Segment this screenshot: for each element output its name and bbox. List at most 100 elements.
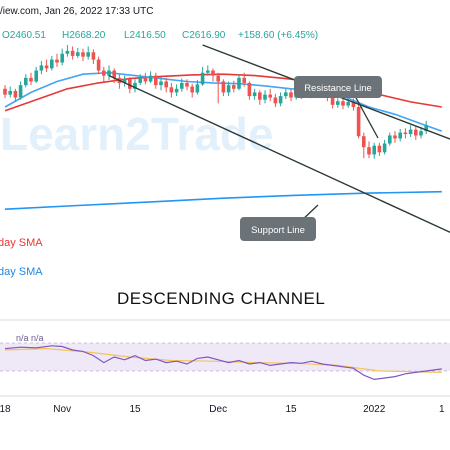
support-callout-box [240,217,316,241]
x-tick-label: 18 [0,404,11,415]
svg-text:Learn2Trade: Learn2Trade [0,108,274,160]
candle [263,90,267,104]
x-tick-label: Nov [53,404,71,415]
candle-body [174,88,179,93]
candle-body [398,132,402,139]
candle-body [341,101,345,106]
candle-body [96,59,101,71]
candle-body [346,101,350,106]
candle [39,61,44,75]
candle-body [258,92,262,100]
candle-body [128,79,132,89]
candle [388,132,392,146]
candle-body [138,77,142,83]
candle-body [55,59,59,63]
candle-body [356,107,361,137]
candle [247,81,252,100]
candle [55,53,59,67]
candle-body [91,52,96,60]
candle-body [252,92,257,97]
candle [414,126,418,140]
candle-body [362,136,366,148]
candle-body [154,75,158,86]
x-tick-label: 2022 [363,404,386,415]
ohlc-high: H2668.20 [62,30,106,41]
candle-body [367,147,371,155]
candle-body [81,52,85,57]
candle [372,142,376,159]
candle-body [195,84,200,93]
candle [96,56,101,75]
x-tick-label: 1 [439,404,445,415]
candle [200,66,205,86]
candle-body [60,53,64,63]
candle [258,90,262,105]
x-tick-label: 15 [129,404,141,415]
sma-blue-line [4,190,442,210]
candle-body [211,70,215,76]
candle-body [122,79,127,83]
candle [159,77,163,91]
channel-label: DESCENDING CHANNEL [117,289,325,308]
candle [341,99,345,110]
candle-body [39,65,44,71]
candle [195,80,200,95]
candle-body [232,85,236,89]
candle-body [278,96,283,104]
candle-body [372,145,376,155]
candle-body [237,77,241,89]
candle-body [164,81,168,88]
candle [278,92,283,107]
rsi-indicator [4,345,442,381]
candle [237,74,241,91]
x-tick-label: Dec [209,404,227,415]
rsi-band-group [0,342,450,372]
candle [226,81,231,97]
ohlc-low: L2416.50 [124,30,166,41]
resistance-callout-text: Resistance Line [304,83,372,94]
candle-body [3,88,7,95]
watermark-logo: Learn2Trade [0,108,274,160]
candle [242,72,246,87]
candle [138,74,142,86]
candle-body [216,75,220,82]
candle [216,72,220,104]
candle [60,48,64,66]
resistance-callout: Resistance Line [294,76,382,139]
candle-body [273,97,278,104]
rsi-label: n/a n/a [16,333,44,343]
candle [81,48,85,62]
candle-body [34,70,38,82]
rsi-band [0,343,450,371]
candle-body [247,82,252,97]
candle-body [24,77,28,86]
candle [252,88,257,100]
candle [185,79,189,91]
sma-red-label: day SMA [0,237,43,249]
candle [154,72,158,89]
candle [398,128,402,142]
rsi-ma-line [4,347,442,373]
candlestick-series [3,45,428,159]
candle [148,71,153,83]
candle [403,128,408,139]
candle-body [284,92,288,97]
candle [3,85,7,99]
candle [424,120,428,135]
candle-body [107,70,111,76]
candle [211,68,215,82]
candle-body [263,94,267,100]
candle-body [268,94,272,98]
candle [65,45,70,57]
candle [107,65,111,81]
candle [206,65,210,76]
candle [29,72,33,86]
candle [18,81,23,100]
header-source-timestamp: /iew.com, Jan 26, 2022 17:33 UTC [0,6,153,17]
candle-body [289,92,293,98]
candle-body [143,77,148,82]
candle-body [29,77,33,82]
candle-body [388,135,392,144]
candle-body [408,129,413,135]
